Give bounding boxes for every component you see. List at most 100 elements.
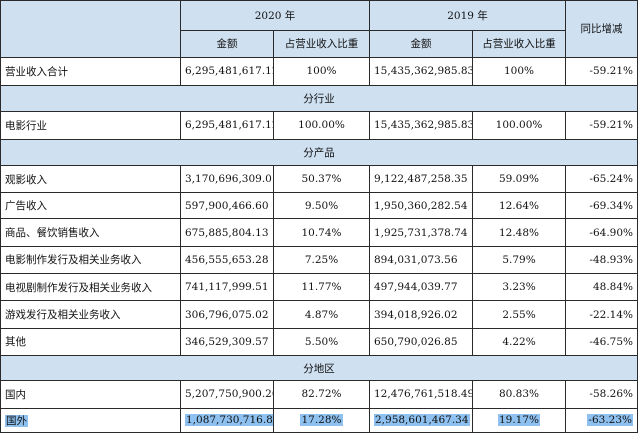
header-yoy: 同比增减 bbox=[565, 0, 638, 58]
share-2019: 19.17% bbox=[472, 407, 566, 434]
header-year-2020: 2020 年 bbox=[180, 0, 370, 32]
amount-2020: 456,555,653.28 bbox=[180, 245, 274, 275]
share-2019: 12.48% bbox=[472, 218, 566, 247]
amount-2020: 1,087,730,716.86 bbox=[180, 407, 274, 434]
table-row: 电影行业 6,295,481,617.12 100.00% 15,435,362… bbox=[0, 111, 638, 140]
highlight-mark: 国外 bbox=[5, 414, 28, 427]
row-label: 电影行业 bbox=[0, 111, 181, 140]
amount-2019: 894,031,073.56 bbox=[369, 245, 473, 275]
amount-2020: 3,170,696,309.01 bbox=[180, 164, 274, 194]
amount-2020: 597,900,466.60 bbox=[180, 192, 274, 220]
amount-2020: 346,529,309.57 bbox=[180, 327, 274, 357]
section-title-product: 分产品 bbox=[0, 138, 638, 166]
yoy-change: -59.21% bbox=[565, 111, 638, 140]
table-row: 其他 346,529,309.57 5.50% 650,790,026.85 4… bbox=[0, 327, 638, 357]
section-row-product: 分产品 bbox=[0, 138, 638, 166]
amount-2019: 650,790,026.85 bbox=[369, 327, 473, 357]
row-label: 游戏发行及相关业务收入 bbox=[0, 300, 181, 329]
share-2020: 100.00% bbox=[273, 111, 370, 140]
amount-2019: 9,122,487,258.35 bbox=[369, 164, 473, 194]
share-2019: 2.55% bbox=[472, 300, 566, 329]
amount-2019: 2,958,601,467.34 bbox=[369, 407, 473, 434]
table-row-highlighted: 国外 1,087,730,716.86 17.28% 2,958,601,467… bbox=[0, 407, 638, 434]
header-blank-cell bbox=[0, 0, 181, 58]
yoy-change: -46.75% bbox=[565, 327, 638, 357]
amount-2019: 497,944,039.77 bbox=[369, 273, 473, 302]
yoy-change: 48.84% bbox=[565, 273, 638, 302]
yoy-change: -65.24% bbox=[565, 164, 638, 194]
header-amount-2020: 金额 bbox=[180, 30, 274, 58]
row-label: 国内 bbox=[0, 380, 181, 409]
amount-2019: 1,925,731,378.74 bbox=[369, 218, 473, 247]
share-2020: 17.28% bbox=[273, 407, 370, 434]
share-2019: 3.23% bbox=[472, 273, 566, 302]
amount-2020: 306,796,075.02 bbox=[180, 300, 274, 329]
share-2019: 80.83% bbox=[472, 380, 566, 409]
total-row: 营业收入合计 6,295,481,617.12 100% 15,435,362,… bbox=[0, 56, 638, 86]
amount-2020: 675,885,804.13 bbox=[180, 218, 274, 247]
table-row: 游戏发行及相关业务收入 306,796,075.02 4.87% 394,018… bbox=[0, 300, 638, 329]
share-2020: 7.25% bbox=[273, 245, 370, 275]
section-row-region: 分地区 bbox=[0, 355, 638, 382]
table-row: 电视剧制作发行及相关业务收入 741,117,999.51 11.77% 497… bbox=[0, 273, 638, 302]
share-2019: 100.00% bbox=[472, 111, 566, 140]
share-2020: 9.50% bbox=[273, 192, 370, 220]
amount-2020: 6,295,481,617.12 bbox=[180, 111, 274, 140]
amount-2020: 6,295,481,617.12 bbox=[180, 56, 274, 86]
section-title-industry: 分行业 bbox=[0, 84, 638, 113]
amount-2019: 15,435,362,985.83 bbox=[369, 111, 473, 140]
share-2020: 11.77% bbox=[273, 273, 370, 302]
share-2020: 10.74% bbox=[273, 218, 370, 247]
share-2019: 5.79% bbox=[472, 245, 566, 275]
yoy-change: -59.21% bbox=[565, 56, 638, 86]
share-2019: 4.22% bbox=[472, 327, 566, 357]
yoy-change: -48.93% bbox=[565, 245, 638, 275]
yoy-change: -64.90% bbox=[565, 218, 638, 247]
amount-2020: 741,117,999.51 bbox=[180, 273, 274, 302]
section-title-region: 分地区 bbox=[0, 355, 638, 382]
share-2019: 100% bbox=[472, 56, 566, 86]
header-year-2019: 2019 年 bbox=[369, 0, 566, 32]
amount-2019: 1,950,360,282.54 bbox=[369, 192, 473, 220]
row-label: 电视剧制作发行及相关业务收入 bbox=[0, 273, 181, 302]
row-label: 营业收入合计 bbox=[0, 56, 181, 86]
section-row-industry: 分行业 bbox=[0, 84, 638, 113]
yoy-change: -58.26% bbox=[565, 380, 638, 409]
amount-2019: 15,435,362,985.83 bbox=[369, 56, 473, 86]
highlight-mark: 2,958,601,467.34 bbox=[374, 414, 470, 427]
header-row-years: 2020 年 2019 年 同比增减 bbox=[0, 0, 638, 58]
row-label: 观影收入 bbox=[0, 164, 181, 194]
yoy-change: -22.14% bbox=[565, 300, 638, 329]
table-row: 电影制作发行及相关业务收入 456,555,653.28 7.25% 894,0… bbox=[0, 245, 638, 275]
table-row: 商品、餐饮销售收入 675,885,804.13 10.74% 1,925,73… bbox=[0, 218, 638, 247]
amount-2020: 5,207,750,900.26 bbox=[180, 380, 274, 409]
highlight-mark: 17.28% bbox=[300, 414, 343, 427]
header-share-2020: 占营业收入比重 bbox=[273, 30, 370, 58]
share-2020: 100% bbox=[273, 56, 370, 86]
header-amount-2019: 金额 bbox=[369, 30, 473, 58]
table-row: 观影收入 3,170,696,309.01 50.37% 9,122,487,2… bbox=[0, 164, 638, 194]
share-2020: 4.87% bbox=[273, 300, 370, 329]
yoy-change: -63.23% bbox=[565, 407, 638, 434]
row-label: 广告收入 bbox=[0, 192, 181, 220]
share-2020: 82.72% bbox=[273, 380, 370, 409]
yoy-change: -69.34% bbox=[565, 192, 638, 220]
row-label: 商品、餐饮销售收入 bbox=[0, 218, 181, 247]
header-share-2019: 占营业收入比重 bbox=[472, 30, 566, 58]
amount-2019: 394,018,926.02 bbox=[369, 300, 473, 329]
header-row-columns: 金额 占营业收入比重 金额 占营业收入比重 bbox=[1, 30, 638, 58]
share-2019: 12.64% bbox=[472, 192, 566, 220]
table-row: 国内 5,207,750,900.26 82.72% 12,476,761,51… bbox=[0, 380, 638, 409]
highlight-mark: 1,087,730,716.86 bbox=[185, 414, 273, 427]
highlight-mark: -63.23% bbox=[587, 414, 633, 427]
share-2020: 50.37% bbox=[273, 164, 370, 194]
table-row: 广告收入 597,900,466.60 9.50% 1,950,360,282.… bbox=[0, 192, 638, 220]
row-label: 电影制作发行及相关业务收入 bbox=[0, 245, 181, 275]
share-2020: 5.50% bbox=[273, 327, 370, 357]
row-label: 其他 bbox=[0, 327, 181, 357]
share-2019: 59.09% bbox=[472, 164, 566, 194]
amount-2019: 12,476,761,518.49 bbox=[369, 380, 473, 409]
highlight-mark: 19.17% bbox=[497, 414, 541, 427]
row-label: 国外 bbox=[0, 407, 181, 434]
